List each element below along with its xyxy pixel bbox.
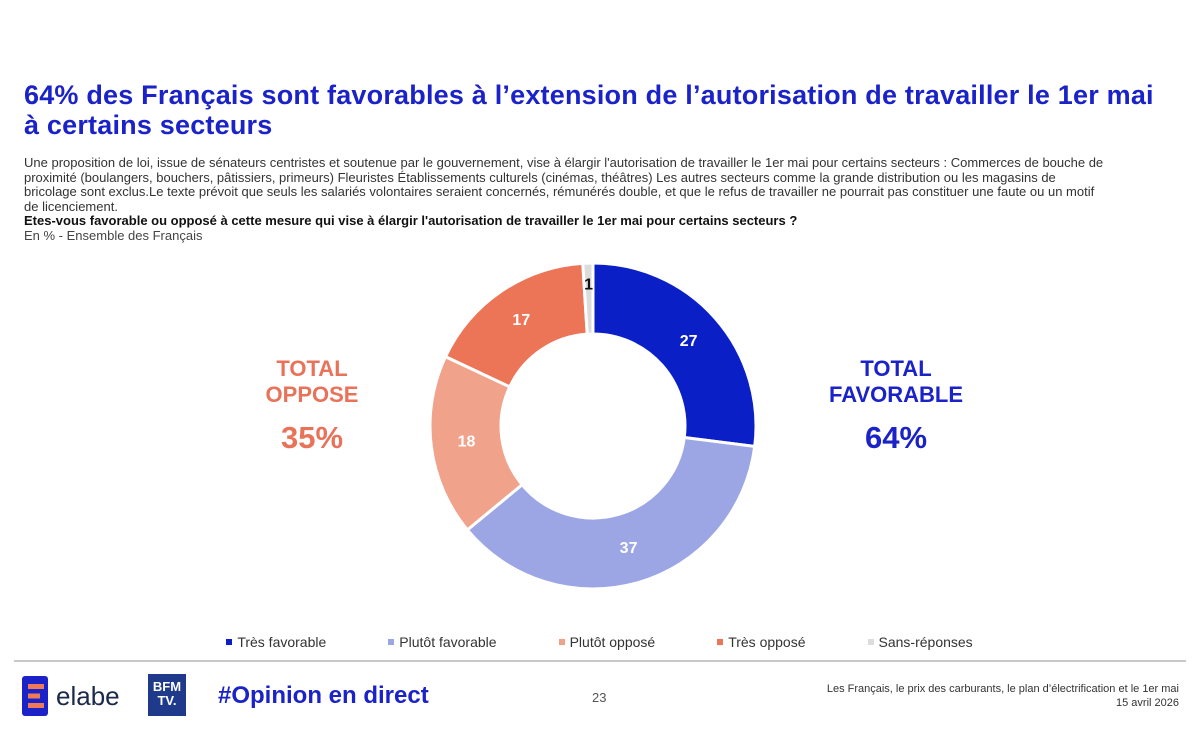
legend-item: Très opposé [717, 634, 806, 650]
study-title: Les Français, le prix des carburants, le… [826, 683, 1179, 695]
chart-legend: Très favorable Plutôt favorable Plutôt opp… [0, 634, 1199, 650]
elabe-logo: elabe [22, 676, 120, 716]
slice-plut-t-favorable [465, 435, 757, 591]
slice-label-2: 37 [620, 540, 638, 557]
total-oppose: TOTAL OPPOSE 35% [232, 356, 392, 456]
total-favorable-value: 64% [864, 420, 928, 455]
slice-sans-r-ponses [581, 261, 595, 336]
legend-swatch [558, 639, 565, 645]
legend-swatch [867, 639, 874, 645]
legend-label: Sans-réponses [878, 634, 973, 650]
footer-study-info: Les Français, le prix des carburants, le… [827, 682, 1179, 710]
elabe-logo-icon [22, 676, 48, 716]
slice-label-1: 27 [680, 333, 698, 350]
page-number: 23 [592, 690, 607, 705]
elabe-logo-text: elabe [56, 680, 120, 711]
total-favorable-line2: FAVORABLE [828, 382, 964, 407]
slice-label-5: 1 [584, 277, 593, 294]
legend-item: Très favorable [226, 634, 326, 650]
slice-label-3: 18 [458, 433, 476, 450]
legend-item: Sans-réponses [867, 634, 973, 650]
intro-block: Une proposition de loi, issue de sénateu… [24, 155, 1104, 243]
question-text: Etes-vous favorable ou opposé à cette me… [24, 213, 798, 228]
context-text: Une proposition de loi, issue de sénateu… [24, 155, 1104, 214]
total-oppose-line2: OPPOSE [265, 382, 359, 407]
legend-label: Plutôt favorable [399, 634, 497, 650]
legend-swatch [226, 639, 233, 645]
donut-chart: 27 37 18 17 1 [428, 261, 758, 591]
legend-swatch [717, 639, 724, 645]
bfmtv-logo-line2: TV. [157, 693, 177, 708]
total-favorable: TOTAL FAVORABLE 64% [806, 356, 986, 456]
base-text: En % - Ensemble des Français [24, 227, 203, 243]
legend-swatch [388, 639, 395, 645]
footer-divider [14, 660, 1186, 662]
legend-label: Très opposé [728, 634, 806, 650]
legend-label: Plutôt opposé [569, 634, 656, 650]
legend-label: Très favorable [237, 634, 327, 650]
legend-item: Plutôt favorable [388, 634, 497, 650]
total-oppose-line1: TOTAL [276, 356, 348, 381]
total-oppose-value: 35% [280, 420, 344, 455]
study-date: 15 avril 2026 [1116, 697, 1179, 709]
hashtag: #Opinion en direct [218, 682, 429, 709]
legend-item: Plutôt opposé [558, 634, 656, 650]
slice-tr-s-favorable [591, 261, 758, 449]
bfmtv-logo: BFM TV. [148, 674, 186, 716]
total-favorable-line1: TOTAL [860, 356, 932, 381]
slice-label-4: 17 [512, 312, 530, 329]
page-title: 64% des Français sont favorables à l’ext… [24, 80, 1154, 140]
bfmtv-logo-line1: BFM [152, 679, 182, 694]
